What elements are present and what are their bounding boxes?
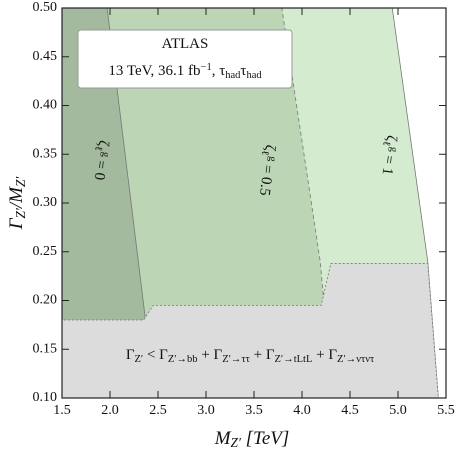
region-label: ΓZ′ < ΓZ′→bb + ΓZ′→ττ + ΓZ′→tLtL + ΓZ′→ν… [126, 347, 374, 364]
text-part: 13 TeV, 36.1 fb [108, 63, 200, 79]
text-part: Z′ [13, 207, 28, 218]
text-part: ζ [382, 134, 399, 142]
text-part: Γ [126, 347, 135, 363]
text-part: g [99, 151, 111, 158]
y-tick-label: 0.25 [33, 244, 58, 259]
text-part: Z′→ττ [222, 354, 250, 365]
x-tick-label: 1.5 [53, 403, 71, 418]
y-axis-label: ΓZ′/MZ′ [6, 176, 28, 231]
text-part: ℓ [380, 140, 392, 146]
text-part: M [214, 428, 232, 449]
y-tick-label: 0.45 [33, 49, 58, 64]
x-tick-label: 4.0 [293, 403, 311, 418]
y-tick-label: 0.30 [33, 195, 58, 210]
y-tick-label: 0.35 [33, 146, 58, 161]
text-part: Z′→tLtL [275, 354, 313, 365]
x-tick-label: 2.0 [101, 403, 119, 418]
x-axis-label: MZ′ [TeV] [214, 428, 290, 450]
text-part: g [387, 146, 399, 153]
x-tick-label: 3.0 [197, 403, 215, 418]
y-tick-label: 0.50 [33, 0, 58, 15]
text-part: + Γ [198, 347, 223, 363]
text-part: = 0.5 [255, 160, 275, 196]
y-tick-label: 0.40 [33, 98, 58, 113]
text-part: < Γ [143, 347, 168, 363]
text-part: , τ [212, 63, 226, 79]
x-tick-label: 5.0 [389, 403, 407, 418]
x-tick-label: 2.5 [149, 403, 167, 418]
text-part: /M [6, 186, 27, 209]
text-part: = 0 [90, 156, 109, 181]
text-part: ATLAS [162, 36, 209, 52]
x-tick-label: 5.5 [437, 403, 455, 418]
text-part: + Γ [312, 347, 337, 363]
text-part: τ [240, 63, 246, 79]
y-tick-label: 0.15 [33, 341, 58, 356]
x-tick-label: 4.5 [341, 403, 359, 418]
text-part: Z′ [231, 435, 242, 450]
text-part: Z′→bb [168, 354, 198, 365]
text-part: ℓ [259, 150, 271, 156]
text-part: had [246, 70, 262, 81]
x-tick-label: 3.5 [245, 403, 263, 418]
text-part: = 1 [378, 151, 397, 176]
region [61, 263, 439, 399]
text-part: + Γ [250, 347, 275, 363]
text-part: ζ [94, 139, 111, 147]
region-label: ζℓg = 0 [89, 139, 112, 181]
text-part: ζ [261, 144, 278, 152]
text-part: g [266, 156, 278, 163]
y-tick-label: 0.20 [33, 293, 58, 308]
text-part: [TeV] [241, 428, 289, 449]
text-part: Z′ [13, 176, 28, 187]
annotation: 13 TeV, 36.1 fb−1, τhadτhad [108, 62, 262, 81]
text-part: ℓ [92, 145, 104, 151]
text-part: Z′ [134, 354, 143, 365]
text-part: had [225, 70, 241, 81]
annotation: ATLAS [162, 36, 209, 52]
annotation-box [77, 29, 293, 89]
text-part: −1 [201, 62, 212, 73]
text-part: Γ [6, 217, 27, 230]
y-tick-label: 0.10 [33, 390, 58, 405]
text-part: Z′→ντντ [337, 354, 374, 365]
region-label: ζℓg = 0.5 [254, 144, 279, 197]
region-label: ζℓg = 1 [377, 134, 400, 176]
